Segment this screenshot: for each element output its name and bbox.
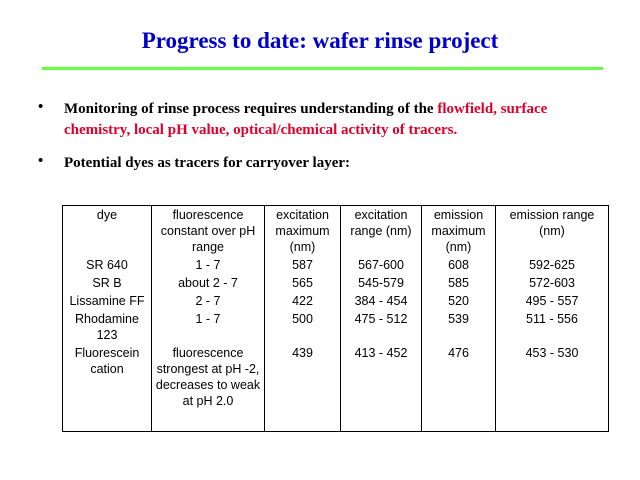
table-cell: 422	[264, 292, 341, 310]
dye-table: dye fluorescence constant over pH range ex…	[62, 205, 609, 432]
table-cell: Rhodamine 123	[62, 310, 152, 344]
table-cell: 500	[264, 310, 341, 344]
table-row: Rhodamine 123 1 - 7 500 475 - 512 539 511 - 5…	[62, 310, 609, 344]
table-row: SR 640 1 - 7 587 567-600 608 592-625	[62, 256, 609, 274]
bullet-marker: •	[38, 153, 44, 169]
table-cell: 453 - 530	[495, 344, 609, 432]
table-row: Lissamine FF 2 - 7 422 384 - 454 520 495 - 55…	[62, 292, 609, 310]
table-cell: excitation range (nm)	[340, 205, 422, 256]
bullet-text-plain: Monitoring of rinse process requires und…	[64, 101, 438, 117]
table-cell: excitation maximum (nm)	[264, 205, 341, 256]
table-cell: 520	[421, 292, 496, 310]
table-row: Fluorescein cation fluorescence strongest…	[62, 344, 609, 432]
table-cell: about 2 - 7	[151, 274, 265, 292]
table-cell: 511 - 556	[495, 310, 609, 344]
title-rule	[42, 67, 603, 70]
table-cell: 1 - 7	[151, 310, 265, 344]
table-cell: 384 - 454	[340, 292, 422, 310]
table-cell: Fluorescein cation	[62, 344, 152, 432]
bullet-text: Monitoring of rinse process requires und…	[64, 99, 594, 141]
table-cell: dye	[62, 205, 152, 256]
table-cell: emission range (nm)	[495, 205, 609, 256]
table-cell: 539	[421, 310, 496, 344]
table-cell: 572-603	[495, 274, 609, 292]
table-cell: fluorescence strongest at pH -2, decreas…	[151, 344, 265, 432]
table-cell: 545-579	[340, 274, 422, 292]
table-cell: 2 - 7	[151, 292, 265, 310]
table-cell: 476	[421, 344, 496, 432]
table-cell: 565	[264, 274, 341, 292]
bullet-text: Potential dyes as tracers for carryover …	[64, 155, 351, 171]
bullet-marker: •	[38, 99, 44, 115]
table-cell: fluorescence constant over pH range	[151, 205, 265, 256]
table-cell: SR 640	[62, 256, 152, 274]
table-cell: 439	[264, 344, 341, 432]
bullet-text-highlight: flowfield, surface chemistry, local pH v…	[64, 101, 548, 138]
table-cell: 567-600	[340, 256, 422, 274]
table-cell: Lissamine FF	[62, 292, 152, 310]
table-row: dye fluorescence constant over pH range ex…	[62, 205, 609, 256]
table-cell: 475 - 512	[340, 310, 422, 344]
table-cell: 585	[421, 274, 496, 292]
slide-title: Progress to date: wafer rinse project	[141, 28, 499, 53]
table-cell: 413 - 452	[340, 344, 422, 432]
table-cell: 592-625	[495, 256, 609, 274]
table-cell: emission maximum (nm)	[421, 205, 496, 256]
table-cell: SR B	[62, 274, 152, 292]
table-cell: 495 - 557	[495, 292, 609, 310]
table-cell: 1 - 7	[151, 256, 265, 274]
table-cell: 608	[421, 256, 496, 274]
table-cell: 587	[264, 256, 341, 274]
